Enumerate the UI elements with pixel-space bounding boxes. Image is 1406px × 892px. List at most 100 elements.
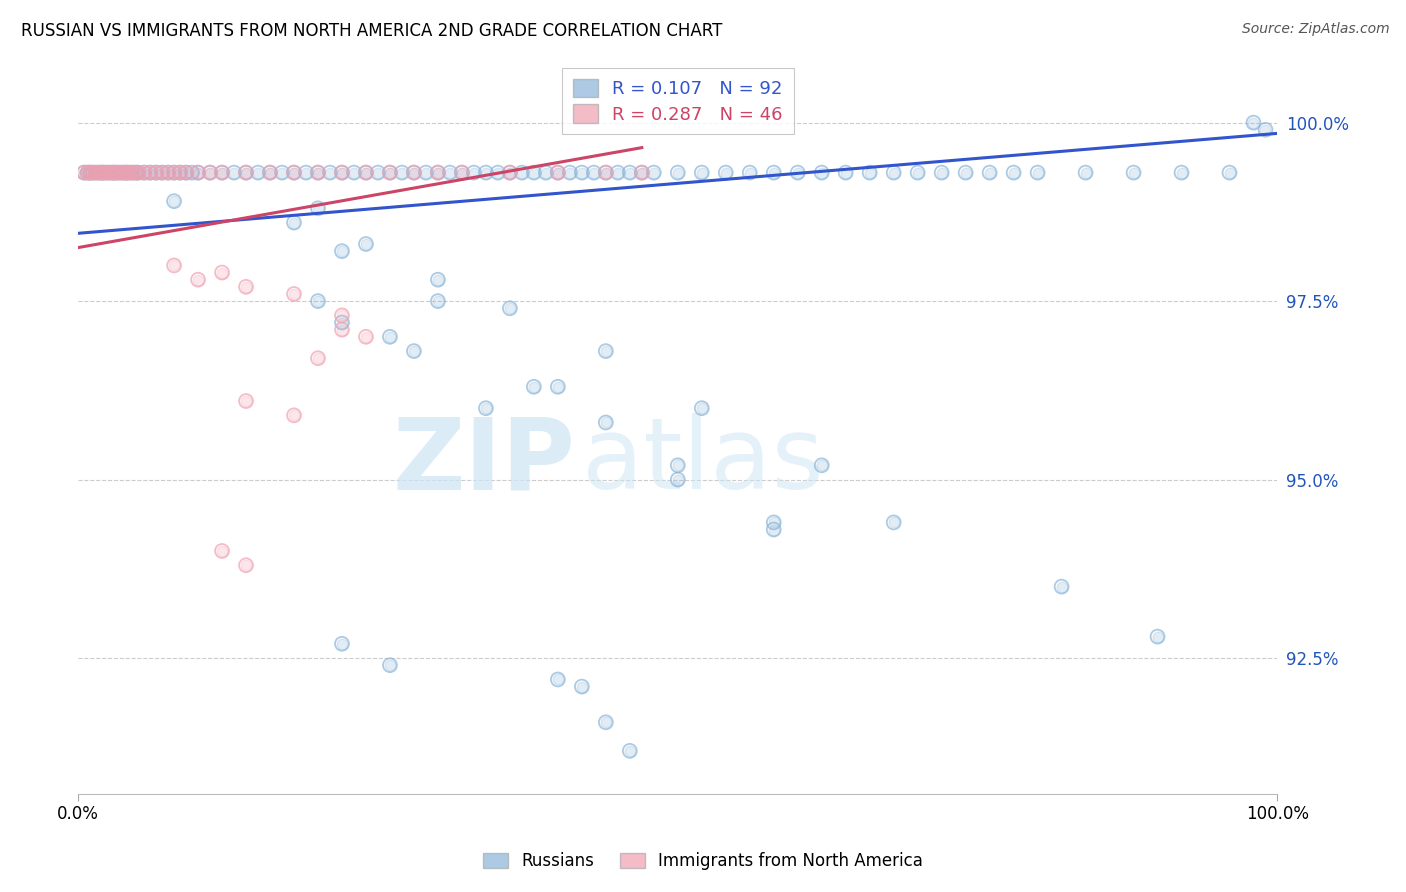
Point [330,323,353,337]
Point [547,166,569,180]
Point [499,301,522,316]
Point [330,244,353,259]
Point [117,166,139,180]
Point [222,166,245,180]
Point [451,166,474,180]
Point [174,166,197,180]
Point [115,166,138,180]
Point [378,166,401,180]
Point [169,166,191,180]
Point [786,166,808,180]
Point [283,287,305,301]
Point [121,166,143,180]
Point [187,273,209,287]
Point [181,166,204,180]
Point [619,166,641,180]
Point [330,309,353,323]
Point [547,166,569,180]
Point [112,166,135,180]
Point [139,166,162,180]
Point [595,416,617,430]
Point [523,166,546,180]
Point [112,166,135,180]
Point [117,166,139,180]
Point [198,166,221,180]
Point [76,166,98,180]
Point [93,166,115,180]
Point [402,344,425,359]
Point [139,166,162,180]
Point [163,194,186,209]
Point [714,166,737,180]
Point [91,166,114,180]
Point [112,166,135,180]
Point [97,166,120,180]
Point [163,166,186,180]
Point [93,166,115,180]
Point [571,166,593,180]
Point [100,166,122,180]
Point [97,166,120,180]
Point [547,166,569,180]
Point [810,458,832,473]
Point [157,166,180,180]
Point [150,166,173,180]
Point [330,316,353,330]
Point [1146,630,1168,644]
Point [125,166,148,180]
Point [157,166,180,180]
Point [619,744,641,758]
Point [762,166,785,180]
Point [127,166,149,180]
Point [931,166,953,180]
Point [1254,123,1277,137]
Point [97,166,120,180]
Point [883,166,905,180]
Point [595,344,617,359]
Point [271,166,294,180]
Point [1074,166,1097,180]
Point [319,166,342,180]
Point [79,166,101,180]
Point [319,166,342,180]
Point [89,166,111,180]
Point [105,166,128,180]
Point [714,166,737,180]
Point [547,673,569,687]
Point [378,166,401,180]
Point [127,166,149,180]
Point [402,166,425,180]
Point [426,294,449,309]
Point [762,166,785,180]
Point [307,294,329,309]
Point [112,166,135,180]
Point [82,166,104,180]
Point [330,166,353,180]
Point [499,166,522,180]
Point [931,166,953,180]
Point [115,166,138,180]
Point [1146,630,1168,644]
Point [127,166,149,180]
Legend: R = 0.107   N = 92, R = 0.287   N = 46: R = 0.107 N = 92, R = 0.287 N = 46 [562,68,794,135]
Point [835,166,858,180]
Point [523,380,546,394]
Point [145,166,167,180]
Point [73,166,96,180]
Point [426,294,449,309]
Point [163,166,186,180]
Point [630,166,652,180]
Point [283,409,305,423]
Point [523,166,546,180]
Point [571,680,593,694]
Point [762,523,785,537]
Point [451,166,474,180]
Point [486,166,509,180]
Point [91,166,114,180]
Point [859,166,882,180]
Point [84,166,107,180]
Point [835,166,858,180]
Point [738,166,761,180]
Point [330,316,353,330]
Point [93,166,115,180]
